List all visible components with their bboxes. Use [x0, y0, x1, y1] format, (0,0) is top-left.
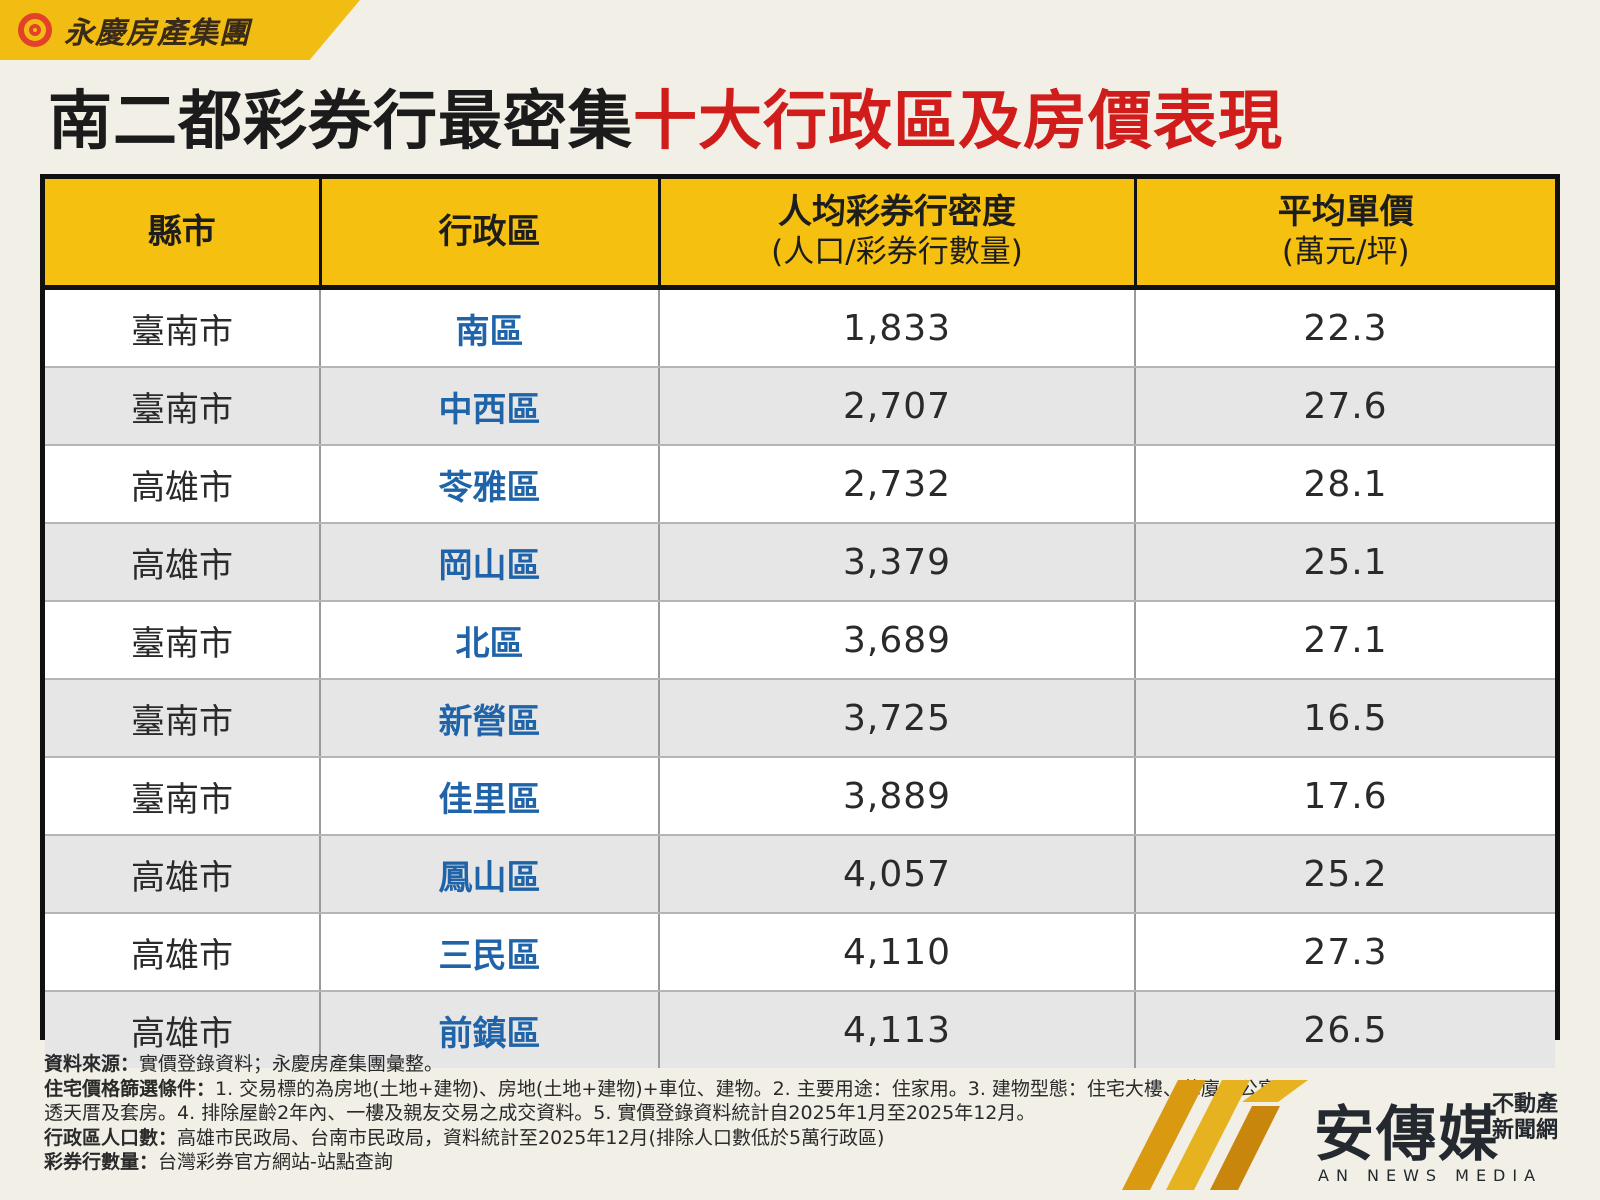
- watermark-side-1: 不動產: [1492, 1092, 1559, 1117]
- city-cell: 高雄市: [45, 835, 321, 914]
- table-row: 臺南市 新營區 3,725 16.5: [45, 679, 1555, 758]
- footnote-text: 高雄市民政局、台南市民政局，資料統計至2025年12月(排除人口數低於5萬行政區…: [177, 1126, 885, 1149]
- footnote-label: 行政區人口數：: [44, 1126, 178, 1149]
- city-cell: 臺南市: [45, 601, 321, 680]
- footnote-criteria: 住宅價格篩選條件：1. 交易標的為房地(土地+建物)、房地(土地+建物)+車位、…: [44, 1077, 1544, 1102]
- density-cell: 2,707: [659, 367, 1136, 446]
- an-news-logo-icon: [1122, 1080, 1308, 1190]
- table-row: 臺南市 佳里區 3,889 17.6: [45, 757, 1555, 836]
- footnote-label: 彩券行數量：: [44, 1151, 159, 1173]
- table-header-row: 縣市 行政區 人均彩券行密度 (人口/彩券行數量) 平均單價 (萬元/坪): [45, 179, 1555, 290]
- table-row: 高雄市 苓雅區 2,732 28.1: [45, 445, 1555, 524]
- city-cell: 高雄市: [45, 991, 321, 1068]
- price-cell: 17.6: [1135, 757, 1555, 836]
- price-cell: 26.5: [1135, 991, 1555, 1068]
- table-row: 臺南市 南區 1,833 22.3: [45, 287, 1555, 368]
- district-cell: 中西區: [320, 367, 660, 446]
- header-price-sub: (萬元/坪): [1281, 234, 1410, 270]
- district-cell: 北區: [320, 601, 660, 680]
- density-cell: 4,110: [659, 913, 1136, 992]
- watermark-name: 安傳媒: [1314, 1100, 1500, 1170]
- price-cell: 16.5: [1135, 679, 1555, 758]
- city-cell: 臺南市: [45, 287, 321, 368]
- header-price: 平均單價 (萬元/坪): [1135, 179, 1555, 290]
- density-cell: 3,689: [659, 601, 1136, 680]
- footnote-criteria-cont: 透天厝及套房。4. 排除屋齡2年內、一樓及親友交易之成交資料。5. 實價登錄資料…: [44, 1101, 1544, 1126]
- price-cell: 25.2: [1135, 835, 1555, 914]
- brand-banner: 永慶房產集團: [0, 0, 360, 60]
- city-cell: 臺南市: [45, 367, 321, 446]
- city-cell: 高雄市: [45, 913, 321, 992]
- district-cell: 苓雅區: [320, 445, 660, 524]
- footnote-text: 實價登錄資料；永慶房產集團彙整。: [139, 1053, 444, 1075]
- footnote-label: 住宅價格篩選條件：: [44, 1077, 216, 1100]
- district-cell: 佳里區: [320, 757, 660, 836]
- footnote-population: 行政區人口數：高雄市民政局、台南市民政局，資料統計至2025年12月(排除人口數…: [44, 1126, 1544, 1151]
- footnote-text: 台灣彩券官方網站-站點查詢: [158, 1151, 393, 1173]
- price-cell: 25.1: [1135, 523, 1555, 602]
- district-cell: 新營區: [320, 679, 660, 758]
- watermark-side-2: 新聞網: [1492, 1118, 1559, 1143]
- density-cell: 3,379: [659, 523, 1136, 602]
- brand-logo-icon: [18, 13, 52, 47]
- footnote-text: 透天厝及套房。4. 排除屋齡2年內、一樓及親友交易之成交資料。5. 實價登錄資料…: [44, 1102, 1036, 1124]
- density-cell: 3,725: [659, 679, 1136, 758]
- table-row: 臺南市 中西區 2,707 27.6: [45, 367, 1555, 446]
- table-row: 高雄市 鳳山區 4,057 25.2: [45, 835, 1555, 914]
- city-cell: 臺南市: [45, 679, 321, 758]
- price-cell: 22.3: [1135, 287, 1555, 368]
- header-price-title: 平均單價: [1277, 192, 1414, 232]
- district-cell: 前鎮區: [320, 991, 660, 1068]
- table-row: 高雄市 岡山區 3,379 25.1: [45, 523, 1555, 602]
- footnote-shops: 彩券行數量：台灣彩券官方網站-站點查詢: [44, 1150, 1544, 1175]
- density-cell: 3,889: [659, 757, 1136, 836]
- watermark: 安傳媒 不動產 新聞網 AN NEWS MEDIA: [1122, 1072, 1592, 1194]
- header-density: 人均彩券行密度 (人口/彩券行數量): [659, 179, 1137, 290]
- district-cell: 三民區: [320, 913, 660, 992]
- header-density-title: 人均彩券行密度: [778, 192, 1016, 232]
- city-cell: 高雄市: [45, 445, 321, 524]
- price-cell: 27.1: [1135, 601, 1555, 680]
- header-density-sub: (人口/彩券行數量): [771, 234, 1023, 270]
- footnote-text: 1. 交易標的為房地(土地+建物)、房地(土地+建物)+車位、建物。2. 主要用…: [215, 1077, 1296, 1100]
- title-part-2: 十大行政區及房價表現: [633, 85, 1283, 159]
- watermark-en: AN NEWS MEDIA: [1318, 1166, 1543, 1185]
- district-cell: 岡山區: [320, 523, 660, 602]
- header-district-title: 行政區: [438, 212, 541, 252]
- table-row: 高雄市 三民區 4,110 27.3: [45, 913, 1555, 992]
- title-part-1: 南二都彩券行最密集: [48, 85, 633, 159]
- data-table: 縣市 行政區 人均彩券行密度 (人口/彩券行數量) 平均單價 (萬元/坪) 臺南市 …: [45, 179, 1555, 1068]
- density-cell: 4,113: [659, 991, 1136, 1068]
- table-row: 臺南市 北區 3,689 27.1: [45, 601, 1555, 680]
- price-cell: 27.3: [1135, 913, 1555, 992]
- footnotes: 資料來源：實價登錄資料；永慶房產集團彙整。 住宅價格篩選條件：1. 交易標的為房…: [44, 1052, 1544, 1175]
- header-district: 行政區: [320, 179, 661, 290]
- density-cell: 1,833: [659, 287, 1136, 368]
- city-cell: 臺南市: [45, 757, 321, 836]
- table-row: 高雄市 前鎮區 4,113 26.5: [45, 991, 1555, 1068]
- data-table-frame: 縣市 行政區 人均彩券行密度 (人口/彩券行數量) 平均單價 (萬元/坪) 臺南市 …: [40, 174, 1560, 1068]
- price-cell: 28.1: [1135, 445, 1555, 524]
- page-title: 南二都彩券行最密集十大行政區及房價表現: [48, 82, 1568, 162]
- density-cell: 4,057: [659, 835, 1136, 914]
- header-city-title: 縣市: [147, 212, 216, 252]
- footnote-source: 資料來源：實價登錄資料；永慶房產集團彙整。: [44, 1052, 1544, 1077]
- city-cell: 高雄市: [45, 523, 321, 602]
- district-cell: 鳳山區: [320, 835, 660, 914]
- footnote-label: 資料來源：: [44, 1053, 140, 1075]
- district-cell: 南區: [320, 287, 660, 368]
- watermark-side: 不動產 新聞網: [1492, 1092, 1558, 1144]
- density-cell: 2,732: [659, 445, 1136, 524]
- price-cell: 27.6: [1135, 367, 1555, 446]
- brand-name: 永慶房產集團: [64, 16, 250, 51]
- header-city: 縣市: [45, 179, 322, 290]
